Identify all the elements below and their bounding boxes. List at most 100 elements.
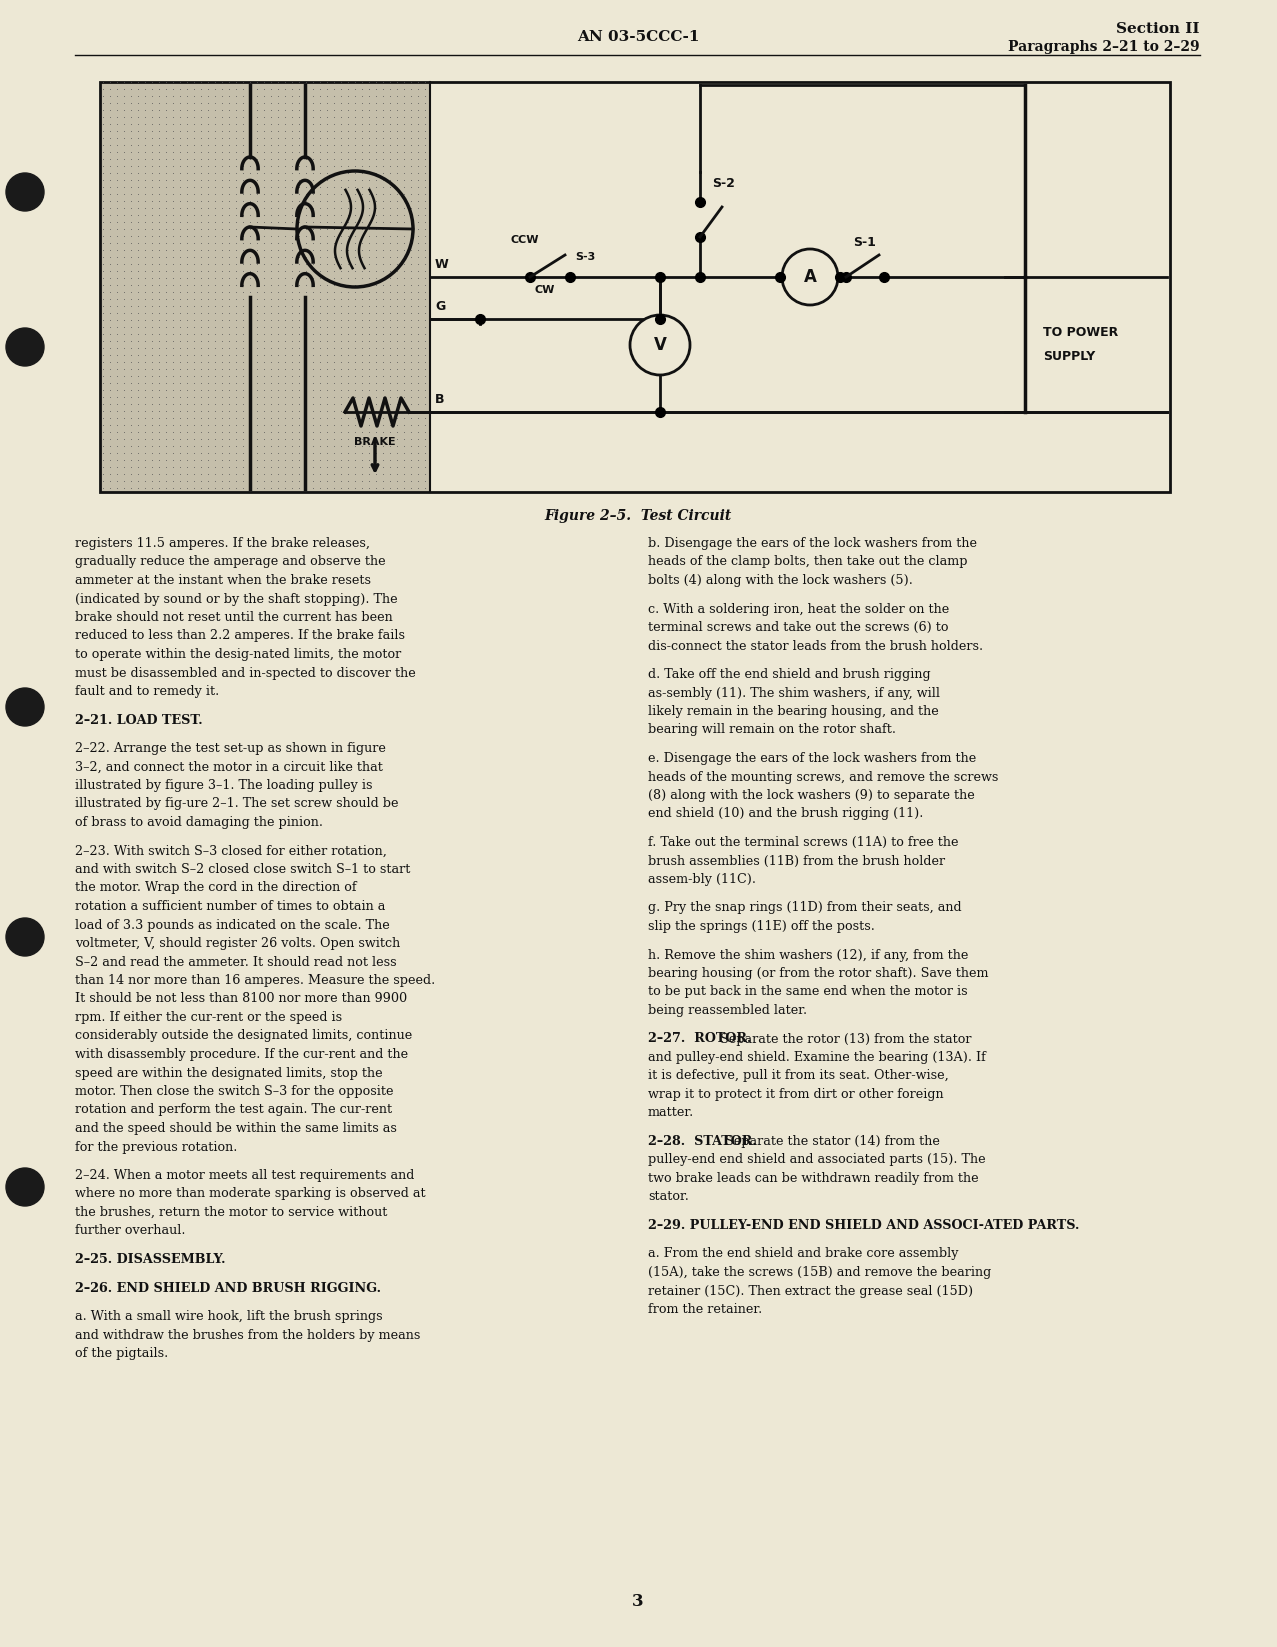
Text: than 14 nor more than 16 amperes. Measure the speed.: than 14 nor more than 16 amperes. Measur… [75, 973, 435, 987]
Text: 2–26. END SHIELD AND BRUSH RIGGING.: 2–26. END SHIELD AND BRUSH RIGGING. [75, 1281, 381, 1295]
Text: c. With a soldering iron, heat the solder on the: c. With a soldering iron, heat the solde… [647, 603, 949, 616]
Text: of the pigtails.: of the pigtails. [75, 1347, 169, 1360]
Text: AN 03-5CCC-1: AN 03-5CCC-1 [577, 30, 700, 44]
Text: BRAKE: BRAKE [354, 436, 396, 446]
Text: (indicated by sound or by the shaft stopping). The: (indicated by sound or by the shaft stop… [75, 593, 397, 606]
Text: h. Remove the shim washers (12), if any, from the: h. Remove the shim washers (12), if any,… [647, 949, 968, 962]
Text: Section II: Section II [1116, 21, 1200, 36]
Text: brush assemblies (11B) from the brush holder: brush assemblies (11B) from the brush ho… [647, 855, 945, 868]
Text: it is defective, pull it from its seat. Other-wise,: it is defective, pull it from its seat. … [647, 1069, 949, 1082]
Text: from the retainer.: from the retainer. [647, 1303, 762, 1316]
Text: with disassembly procedure. If the cur-rent and the: with disassembly procedure. If the cur-r… [75, 1047, 409, 1061]
Bar [100, 82, 1170, 492]
Text: S-1: S-1 [853, 236, 876, 249]
Text: 2–22. Arrange the test set-up as shown in figure: 2–22. Arrange the test set-up as shown i… [75, 743, 386, 754]
Text: e. Disengage the ears of the lock washers from the: e. Disengage the ears of the lock washer… [647, 753, 976, 764]
Text: illustrated by fig-ure 2–1. The set screw should be: illustrated by fig-ure 2–1. The set scre… [75, 797, 398, 810]
Text: Figure 2–5.  Test Circuit: Figure 2–5. Test Circuit [544, 509, 732, 524]
Text: S–2 and read the ammeter. It should read not less: S–2 and read the ammeter. It should read… [75, 955, 397, 968]
Text: gradually reduce the amperage and observe the: gradually reduce the amperage and observ… [75, 555, 386, 568]
Text: illustrated by figure 3–1. The loading pulley is: illustrated by figure 3–1. The loading p… [75, 779, 373, 792]
Text: dis-connect the stator leads from the brush holders.: dis-connect the stator leads from the br… [647, 639, 983, 652]
Text: and with switch S–2 closed close switch S–1 to start: and with switch S–2 closed close switch … [75, 863, 410, 876]
Text: the brushes, return the motor to service without: the brushes, return the motor to service… [75, 1206, 387, 1219]
Text: S-3: S-3 [575, 252, 595, 262]
Text: end shield (10) and the brush rigging (11).: end shield (10) and the brush rigging (1… [647, 807, 923, 820]
Text: load of 3.3 pounds as indicated on the scale. The: load of 3.3 pounds as indicated on the s… [75, 919, 389, 932]
Text: slip the springs (11E) off the posts.: slip the springs (11E) off the posts. [647, 921, 875, 932]
Text: 2–24. When a motor meets all test requirements and: 2–24. When a motor meets all test requir… [75, 1169, 414, 1183]
Circle shape [6, 688, 43, 726]
Text: CCW: CCW [511, 236, 539, 245]
Text: assem-bly (11C).: assem-bly (11C). [647, 873, 756, 886]
Text: the motor. Wrap the cord in the direction of: the motor. Wrap the cord in the directio… [75, 881, 356, 894]
Text: S-2: S-2 [713, 176, 734, 189]
Text: bearing housing (or from the rotor shaft). Save them: bearing housing (or from the rotor shaft… [647, 967, 988, 980]
Text: CW: CW [535, 285, 555, 295]
Text: 2–23. With switch S–3 closed for either rotation,: 2–23. With switch S–3 closed for either … [75, 845, 387, 858]
Text: reduced to less than 2.2 amperes. If the brake fails: reduced to less than 2.2 amperes. If the… [75, 629, 405, 642]
Text: d. Take off the end shield and brush rigging: d. Take off the end shield and brush rig… [647, 669, 931, 680]
Text: matter.: matter. [647, 1107, 695, 1120]
Text: considerably outside the designated limits, continue: considerably outside the designated limi… [75, 1029, 412, 1043]
Circle shape [6, 1168, 43, 1206]
Bar [100, 82, 430, 492]
Text: 2–29. PULLEY-END END SHIELD AND ASSOCI-ATED PARTS.: 2–29. PULLEY-END END SHIELD AND ASSOCI-A… [647, 1219, 1079, 1232]
Text: (15A), take the screws (15B) and remove the bearing: (15A), take the screws (15B) and remove … [647, 1267, 991, 1280]
Text: B: B [435, 394, 444, 407]
Text: terminal screws and take out the screws (6) to: terminal screws and take out the screws … [647, 621, 949, 634]
Text: 2–21. LOAD TEST.: 2–21. LOAD TEST. [75, 713, 203, 726]
Text: Separate the stator (14) from the: Separate the stator (14) from the [725, 1135, 940, 1148]
Text: registers 11.5 amperes. If the brake releases,: registers 11.5 amperes. If the brake rel… [75, 537, 370, 550]
Text: V: V [654, 336, 667, 354]
Text: 2–28.  STATOR.: 2–28. STATOR. [647, 1135, 757, 1148]
Text: Separate the rotor (13) from the stator: Separate the rotor (13) from the stator [719, 1033, 971, 1046]
Text: Paragraphs 2–21 to 2–29: Paragraphs 2–21 to 2–29 [1009, 40, 1200, 54]
Text: two brake leads can be withdrawn readily from the: two brake leads can be withdrawn readily… [647, 1173, 978, 1184]
Text: ammeter at the instant when the brake resets: ammeter at the instant when the brake re… [75, 575, 372, 586]
Text: 3–2, and connect the motor in a circuit like that: 3–2, and connect the motor in a circuit … [75, 761, 383, 774]
Text: voltmeter, V, should register 26 volts. Open switch: voltmeter, V, should register 26 volts. … [75, 937, 400, 950]
Text: W: W [435, 259, 448, 272]
Text: stator.: stator. [647, 1191, 688, 1204]
Circle shape [6, 917, 43, 955]
Text: rotation a sufficient number of times to obtain a: rotation a sufficient number of times to… [75, 899, 386, 912]
Text: g. Pry the snap rings (11D) from their seats, and: g. Pry the snap rings (11D) from their s… [647, 901, 962, 914]
Text: bearing will remain on the rotor shaft.: bearing will remain on the rotor shaft. [647, 723, 896, 736]
Text: further overhaul.: further overhaul. [75, 1224, 185, 1237]
Text: heads of the clamp bolts, then take out the clamp: heads of the clamp bolts, then take out … [647, 555, 968, 568]
Text: f. Take out the terminal screws (11A) to free the: f. Take out the terminal screws (11A) to… [647, 837, 959, 848]
Text: 2–27.  ROTOR.: 2–27. ROTOR. [647, 1033, 751, 1046]
Text: G: G [435, 300, 446, 313]
Text: being reassembled later.: being reassembled later. [647, 1005, 807, 1016]
Text: must be disassembled and in-spected to discover the: must be disassembled and in-spected to d… [75, 667, 416, 680]
Text: b. Disengage the ears of the lock washers from the: b. Disengage the ears of the lock washer… [647, 537, 977, 550]
Text: (8) along with the lock washers (9) to separate the: (8) along with the lock washers (9) to s… [647, 789, 974, 802]
Text: and the speed should be within the same limits as: and the speed should be within the same … [75, 1122, 397, 1135]
Text: retainer (15C). Then extract the grease seal (15D): retainer (15C). Then extract the grease … [647, 1285, 973, 1298]
Circle shape [782, 249, 838, 305]
Text: likely remain in the bearing housing, and the: likely remain in the bearing housing, an… [647, 705, 939, 718]
Text: to be put back in the same end when the motor is: to be put back in the same end when the … [647, 985, 968, 998]
Circle shape [6, 173, 43, 211]
Text: wrap it to protect it from dirt or other foreign: wrap it to protect it from dirt or other… [647, 1089, 944, 1100]
Text: for the previous rotation.: for the previous rotation. [75, 1140, 238, 1153]
Text: as-sembly (11). The shim washers, if any, will: as-sembly (11). The shim washers, if any… [647, 687, 940, 700]
Text: A: A [803, 268, 816, 287]
Text: 3: 3 [632, 1594, 644, 1611]
Text: fault and to remedy it.: fault and to remedy it. [75, 685, 220, 698]
Text: to operate within the desig-nated limits, the motor: to operate within the desig-nated limits… [75, 647, 401, 660]
Circle shape [6, 328, 43, 366]
Circle shape [630, 315, 690, 376]
Text: a. From the end shield and brake core assembly: a. From the end shield and brake core as… [647, 1247, 959, 1260]
Text: 2–25. DISASSEMBLY.: 2–25. DISASSEMBLY. [75, 1253, 226, 1267]
Text: rpm. If either the cur-rent or the speed is: rpm. If either the cur-rent or the speed… [75, 1011, 342, 1024]
Text: SUPPLY: SUPPLY [1043, 351, 1096, 362]
Text: a. With a small wire hook, lift the brush springs: a. With a small wire hook, lift the brus… [75, 1309, 383, 1323]
Text: and pulley-end shield. Examine the bearing (13A). If: and pulley-end shield. Examine the beari… [647, 1051, 986, 1064]
Text: heads of the mounting screws, and remove the screws: heads of the mounting screws, and remove… [647, 771, 999, 784]
Text: brake should not reset until the current has been: brake should not reset until the current… [75, 611, 393, 624]
Text: TO POWER: TO POWER [1043, 326, 1119, 339]
Text: pulley-end end shield and associated parts (15). The: pulley-end end shield and associated par… [647, 1153, 986, 1166]
Text: of brass to avoid damaging the pinion.: of brass to avoid damaging the pinion. [75, 815, 323, 828]
